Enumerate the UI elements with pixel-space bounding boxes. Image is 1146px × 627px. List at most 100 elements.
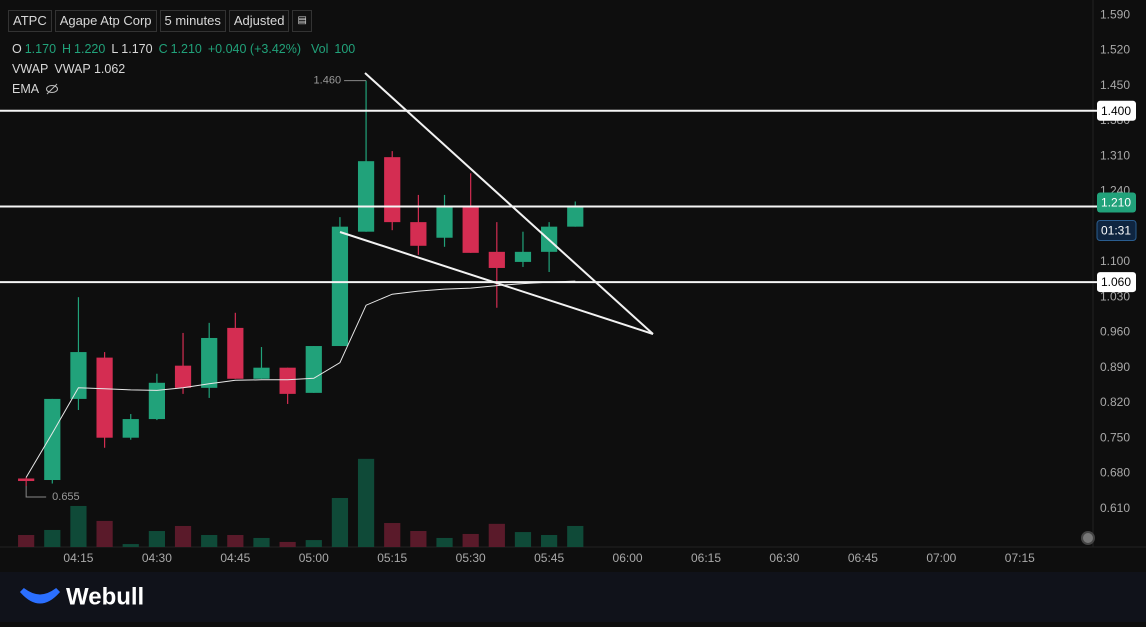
indicator-row: EMA: [12, 82, 59, 96]
high-annotation: 1.460: [314, 74, 342, 86]
last-price-box: [1097, 192, 1136, 213]
low-annotation: 0.655: [52, 491, 80, 503]
volume-bar: [410, 531, 427, 547]
indicator-name[interactable]: EMA: [12, 82, 40, 96]
hidden-icon[interactable]: [45, 82, 59, 96]
x-tick-label: 07:15: [1005, 551, 1035, 565]
volume-bar: [122, 544, 139, 547]
level-box: [1097, 272, 1136, 293]
footer: Webull: [0, 572, 1146, 622]
level-box: [1097, 100, 1136, 121]
company-name: Agape Atp Corp: [54, 10, 157, 32]
candle-body: [201, 337, 218, 388]
x-tick-label: 06:45: [848, 551, 878, 565]
logo: Webull: [19, 583, 144, 610]
open-value: 1.170: [24, 42, 57, 56]
volume-bar: [514, 532, 532, 547]
background: [0, 0, 1146, 572]
x-tick-label: 05:30: [456, 551, 486, 565]
volume-bar: [148, 531, 165, 547]
brand: Webull: [66, 583, 144, 610]
countdown-box: [1096, 220, 1137, 242]
x-tick-label: 05:15: [377, 551, 407, 565]
y-tick-label: 1.590: [1100, 7, 1130, 21]
candle-body: [410, 222, 427, 246]
volume-bar: [174, 525, 192, 547]
symbol[interactable]: ATPC: [8, 10, 52, 32]
settings-icon[interactable]: [1081, 531, 1095, 545]
candle-body: [96, 357, 113, 438]
candle-body: [227, 327, 244, 379]
volume-bar: [44, 529, 61, 547]
candle-body: [514, 251, 532, 262]
candle-body: [331, 226, 349, 347]
volume-bar: [227, 535, 244, 547]
y-tick-label: 1.520: [1100, 43, 1130, 57]
last-price-label: 1.210: [1101, 196, 1131, 210]
volume-bar: [567, 525, 584, 547]
candle-body: [148, 382, 165, 420]
volume-value: 100: [334, 42, 356, 56]
volume-bar: [357, 458, 375, 547]
x-tick-label: 04:45: [220, 551, 250, 565]
change: +0.040 (+3.42%): [207, 42, 301, 56]
y-tick-label: 1.100: [1100, 254, 1130, 268]
volume-bar: [96, 520, 113, 547]
candle-body: [279, 367, 296, 394]
volume-bar: [201, 535, 218, 547]
low-label: L: [111, 42, 119, 56]
x-tick-label: 06:15: [691, 551, 721, 565]
level-label: 1.400: [1101, 104, 1131, 118]
adjustment[interactable]: Adjusted: [228, 10, 290, 32]
candle-body: [462, 207, 479, 253]
high-label: H: [62, 42, 72, 56]
plot: [18, 80, 584, 547]
x-tick-label: 06:00: [613, 551, 643, 565]
y-tick-label: 1.310: [1100, 148, 1130, 162]
volume-bar: [488, 523, 505, 547]
x-tick-label: 07:00: [926, 551, 956, 565]
y-tick-label: 0.820: [1100, 395, 1130, 409]
volume-bar: [541, 535, 558, 547]
high-value: 1.220: [74, 42, 106, 56]
candle-body: [122, 419, 139, 438]
volume-bar: [384, 523, 401, 547]
volume-bar: [18, 535, 35, 547]
close-label: C: [158, 42, 168, 56]
annotation-connector: [25, 486, 47, 498]
volume-bar: [305, 540, 322, 547]
candle-body: [384, 157, 401, 223]
candle-body: [488, 251, 505, 268]
menu-icon[interactable]: ▤: [292, 10, 313, 32]
volume-label: Vol: [311, 42, 329, 56]
chart: 1.5901.5201.4501.3801.3101.2401.1701.100…: [0, 0, 1146, 572]
volume-bar: [436, 537, 453, 547]
trendline: [364, 72, 654, 335]
candle-body: [567, 206, 584, 227]
volume-bar: [70, 505, 87, 547]
x-tick-label: 06:30: [769, 551, 799, 565]
candle-body: [44, 398, 61, 481]
indicator-row: VWAP VWAP 1.062: [12, 62, 125, 76]
y-tick-label: 0.890: [1100, 360, 1130, 374]
indicator-name[interactable]: VWAP: [12, 62, 49, 76]
interval[interactable]: 5 minutes: [159, 10, 226, 32]
candle-body: [357, 161, 375, 232]
candle-body: [436, 207, 453, 238]
candle-body: [174, 365, 192, 388]
close-value: 1.210: [170, 42, 202, 56]
volume-bar: [331, 497, 349, 547]
candle-body: [305, 346, 322, 393]
x-tick-label: 05:45: [534, 551, 564, 565]
y-tick-label: 0.750: [1100, 430, 1130, 444]
indicator-value: VWAP 1.062: [54, 62, 126, 76]
x-tick-label: 04:15: [63, 551, 93, 565]
countdown: 01:31: [1101, 224, 1131, 238]
vwap-line: [25, 280, 576, 478]
low-value: 1.170: [121, 42, 153, 56]
y-tick-label: 0.680: [1100, 466, 1130, 480]
y-tick-label: 0.610: [1100, 501, 1130, 515]
header: ATPC Agape Atp Corp 5 minutes Adjusted ▤: [8, 10, 313, 32]
y-tick-label: 1.450: [1100, 78, 1130, 92]
